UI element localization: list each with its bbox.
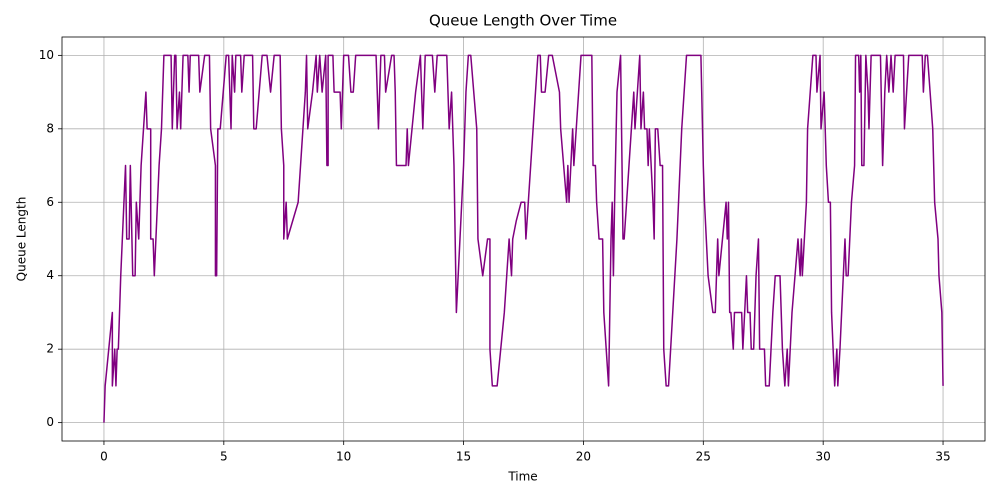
y-tick-label: 0 (46, 415, 54, 429)
x-tick-label: 0 (100, 450, 108, 464)
y-axis-label: Queue Length (15, 197, 29, 282)
x-tick-label: 10 (336, 450, 351, 464)
chart-title: Queue Length Over Time (429, 12, 617, 30)
x-tick-label: 25 (696, 450, 711, 464)
data-line (103, 54, 944, 423)
x-tick-label: 15 (456, 450, 471, 464)
y-tick-label: 10 (39, 48, 54, 62)
y-tick-label: 4 (46, 268, 54, 282)
y-tick-label: 2 (46, 342, 54, 356)
x-axis-label: Time (507, 470, 537, 484)
x-tick-label: 5 (220, 450, 228, 464)
y-tick-label: 8 (46, 121, 54, 135)
y-tick-label: 6 (46, 195, 54, 209)
x-tick-label: 30 (816, 450, 831, 464)
x-tick-label: 35 (935, 450, 950, 464)
plot-frame (61, 36, 986, 442)
x-tick-label: 20 (576, 450, 591, 464)
